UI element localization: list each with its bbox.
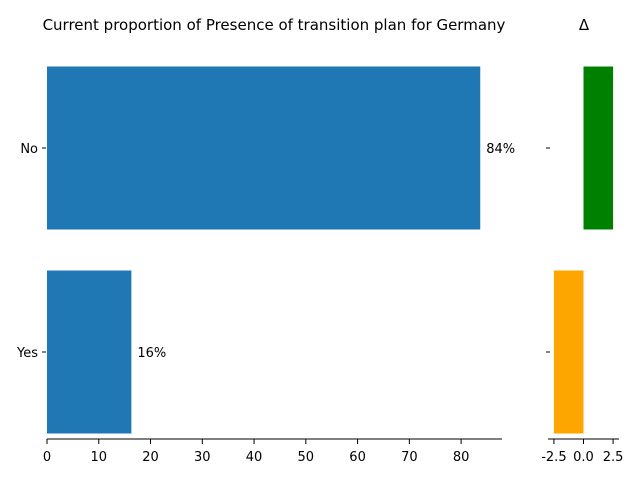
- bar-yes: [47, 270, 132, 434]
- delta-x-axis: -2.5 0.0 2.5: [541, 438, 624, 465]
- delta-bar-chart: Δ -2.5 0.0 2.5: [541, 16, 623, 465]
- x-tick-label-80: 80: [453, 450, 470, 465]
- y-tick-label-no: No: [20, 142, 38, 157]
- value-label-yes: 16%: [137, 346, 166, 361]
- x-tick-label-50: 50: [298, 450, 315, 465]
- delta-x-tick-label-1: 0.0: [573, 450, 594, 465]
- main-bar-chart: Current proportion of Presence of transi…: [16, 16, 515, 465]
- x-tick-label-70: 70: [401, 450, 418, 465]
- main-chart-title: Current proportion of Presence of transi…: [43, 16, 506, 34]
- delta-bar-no: [583, 66, 614, 230]
- delta-x-tick-label-2: 2.5: [603, 450, 624, 465]
- main-x-axis: 0 10 20 30 40 50 60 70 80: [43, 438, 502, 465]
- delta-y-axis: [546, 147, 550, 353]
- delta-chart-title: Δ: [579, 16, 590, 34]
- x-tick-label-10: 10: [90, 450, 107, 465]
- x-tick-label-20: 20: [142, 450, 159, 465]
- x-tick-label-0: 0: [43, 450, 51, 465]
- delta-bars: [553, 66, 614, 434]
- x-tick-label-60: 60: [349, 450, 366, 465]
- y-tick-label-yes: Yes: [16, 346, 38, 361]
- x-tick-label-30: 30: [194, 450, 211, 465]
- main-value-labels: 84% 16%: [137, 142, 515, 361]
- delta-bar-yes: [553, 270, 584, 434]
- x-tick-label-40: 40: [246, 450, 263, 465]
- bar-no: [47, 66, 481, 230]
- main-bars: [47, 66, 481, 434]
- value-label-no: 84%: [486, 142, 515, 157]
- delta-x-tick-label-0: -2.5: [541, 450, 566, 465]
- main-y-axis: No Yes: [16, 142, 46, 361]
